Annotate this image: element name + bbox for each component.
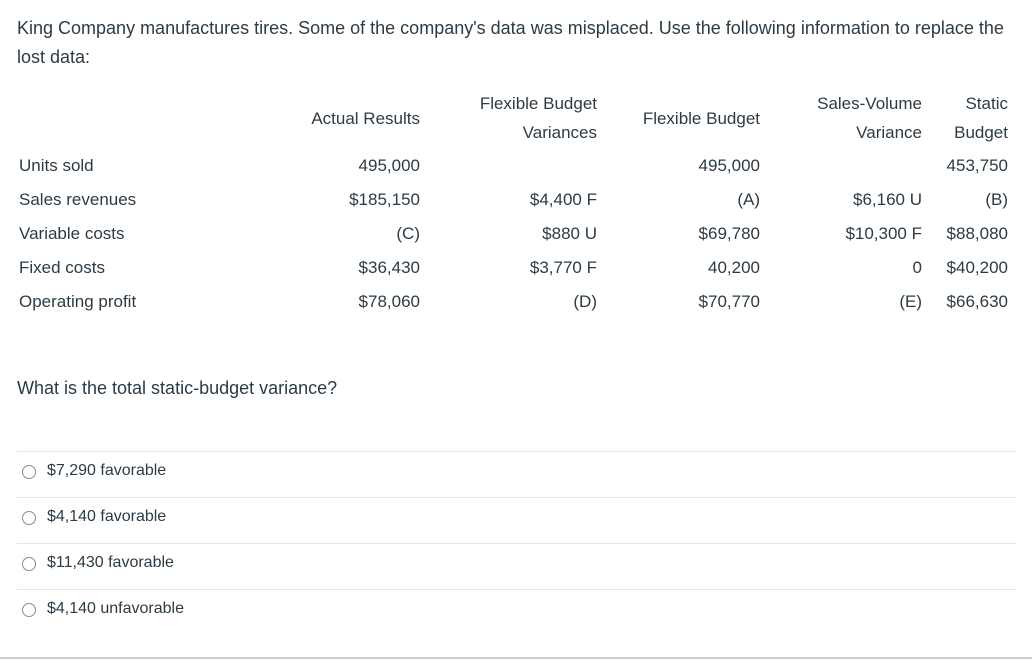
header-actual-results: Actual Results	[311, 109, 420, 128]
answer-option[interactable]: $7,290 favorable	[17, 451, 1016, 497]
row-label-sales-revenues: Sales revenues	[19, 190, 137, 209]
intro-text: King Company manufactures tires. Some of…	[17, 18, 1004, 67]
header-flexible-budget-variances: Flexible Budget Variances	[480, 89, 597, 147]
question-text: What is the total static-budget variance…	[17, 378, 338, 398]
operating-profit-fbv: (D)	[573, 292, 597, 311]
variable-costs-flex: $69,780	[698, 224, 760, 243]
units-sold-flex: 495,000	[698, 156, 760, 175]
fixed-costs-flex: 40,200	[708, 258, 760, 277]
header-flexible-budget: Flexible Budget	[642, 109, 760, 128]
units-sold-static: 453,750	[946, 156, 1008, 175]
fixed-costs-static: $40,200	[946, 258, 1008, 277]
answer-label[interactable]: $4,140 favorable	[47, 508, 167, 525]
header-svv-line2: Variance	[856, 123, 922, 142]
operating-profit-svv: (E)	[899, 292, 922, 311]
units-sold-actual: 495,000	[358, 156, 420, 175]
sales-revenues-actual: $185,150	[349, 190, 420, 209]
radio-button-icon[interactable]	[22, 465, 36, 479]
row-label-units-sold: Units sold	[19, 156, 94, 175]
variable-costs-actual: (C)	[396, 224, 420, 243]
header-sales-volume-variance: Sales-Volume Variance	[817, 89, 922, 147]
operating-profit-actual: $78,060	[358, 292, 420, 311]
fixed-costs-fbv: $3,770 F	[529, 258, 597, 277]
answer-option[interactable]: $4,140 favorable	[17, 497, 1016, 543]
answer-label[interactable]: $11,430 favorable	[47, 554, 174, 571]
fixed-costs-actual: $36,430	[358, 258, 420, 277]
operating-profit-flex: $70,770	[698, 292, 760, 311]
fixed-costs-svv: 0	[912, 258, 922, 277]
radio-button-icon[interactable]	[22, 511, 36, 525]
answer-list: $7,290 favorable $4,140 favorable $11,43…	[17, 451, 1016, 635]
sales-revenues-flex: (A)	[737, 190, 760, 209]
header-static-line1: Static	[965, 94, 1008, 113]
operating-profit-static: $66,630	[946, 292, 1008, 311]
row-label-operating-profit: Operating profit	[19, 292, 137, 311]
header-fbv-line2: Variances	[522, 123, 597, 142]
variable-costs-static: $88,080	[946, 224, 1008, 243]
sales-revenues-fbv: $4,400 F	[529, 190, 597, 209]
header-fbv-line1: Flexible Budget	[479, 94, 597, 113]
answer-option[interactable]: $11,430 favorable	[17, 543, 1016, 589]
answer-label[interactable]: $4,140 unfavorable	[47, 600, 184, 617]
answer-label[interactable]: $7,290 favorable	[47, 462, 167, 479]
sales-revenues-static: (B)	[985, 190, 1008, 209]
answer-option[interactable]: $4,140 unfavorable	[17, 589, 1016, 635]
header-static-budget: Static Budget	[954, 89, 1008, 147]
radio-button-icon[interactable]	[22, 557, 36, 571]
header-static-line2: Budget	[954, 123, 1008, 142]
header-svv-line1: Sales-Volume	[817, 94, 922, 113]
radio-button-icon[interactable]	[22, 603, 36, 617]
variable-costs-fbv: $880 U	[542, 224, 597, 243]
variable-costs-svv: $10,300 F	[845, 224, 922, 243]
bottom-divider	[0, 657, 1032, 659]
row-label-fixed-costs: Fixed costs	[19, 258, 105, 277]
sales-revenues-svv: $6,160 U	[853, 190, 922, 209]
row-label-variable-costs: Variable costs	[19, 224, 125, 243]
